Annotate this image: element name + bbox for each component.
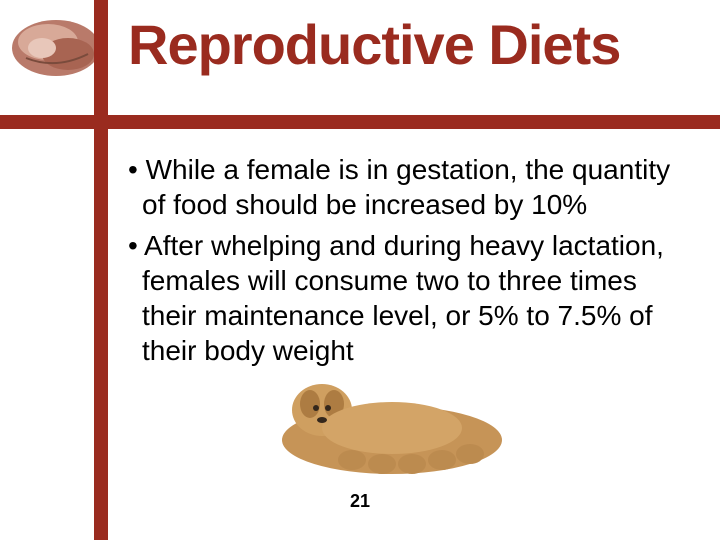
slide-title: Reproductive Diets <box>128 12 620 77</box>
page-number: 21 <box>0 491 720 512</box>
vertical-accent-bar <box>94 0 108 540</box>
content-area: While a female is in gestation, the quan… <box>128 152 688 374</box>
horizontal-accent-bar <box>0 115 720 129</box>
bullet-item: After whelping and during heavy lactatio… <box>128 228 688 368</box>
bullet-item: While a female is in gestation, the quan… <box>128 152 688 222</box>
slide: Reproductive Diets While a female is in … <box>0 0 720 540</box>
dog-with-puppies-photo <box>252 350 532 480</box>
